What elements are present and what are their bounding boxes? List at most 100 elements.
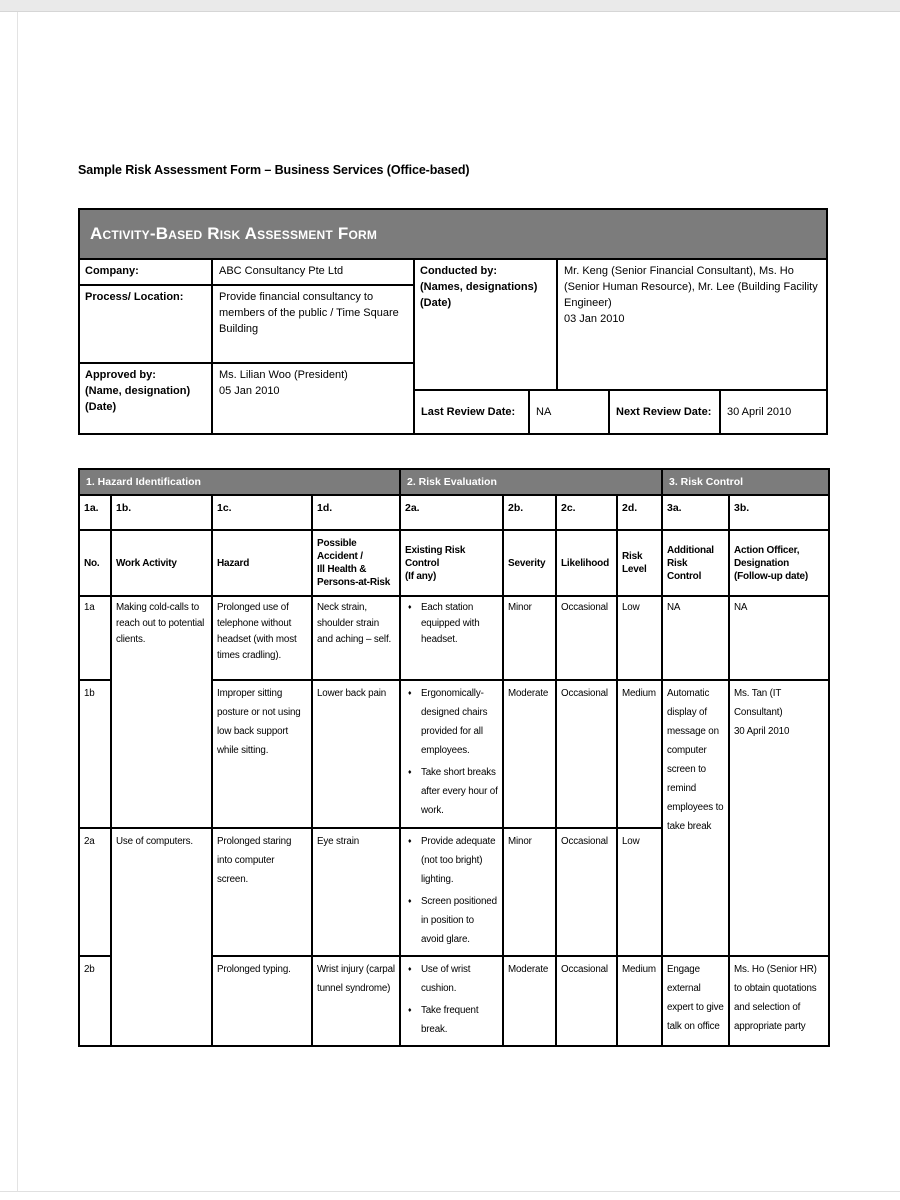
page-frame-top — [0, 0, 900, 12]
company-label: Company: — [80, 260, 213, 284]
cell-existing-risk-control: ♦ Provide adequate (not too bright) light… — [399, 827, 504, 957]
bullet-item: ♦ Use of wrist cushion. — [405, 960, 498, 998]
col-ref-3b: 3b. — [727, 494, 831, 531]
col-ref-2b: 2b. — [502, 494, 557, 531]
bullet-item: ♦ Screen positioned in position to avoid … — [405, 892, 498, 949]
bullet-list: ♦ Use of wrist cushion. ♦ Take frequent bre… — [405, 960, 498, 1039]
col-header-possible-accident: Possible Accident / Ill Health & Persons… — [311, 529, 401, 597]
cell-risk-level: Medium — [616, 955, 663, 1047]
col-header-severity: Severity — [502, 529, 557, 597]
cell-existing-risk-control: ♦ Ergonomically-designed chairs provided … — [399, 679, 504, 829]
section-hazard-identification: 1. Hazard Identification — [78, 468, 401, 496]
page-frame-left — [17, 12, 18, 1192]
cell-hazard: Improper sitting posture or not using lo… — [211, 679, 313, 829]
cell-severity: Moderate — [502, 679, 557, 829]
cell-risk-level: Medium — [616, 679, 663, 829]
document-content: Sample Risk Assessment Form – Business S… — [78, 163, 831, 1047]
process-location-row: Process/ Location: Provide financial con… — [80, 286, 413, 364]
cell-hazard: Prolonged use of telephone without heads… — [211, 595, 313, 681]
cell-no: 1a — [78, 595, 112, 681]
col-ref-1c: 1c. — [211, 494, 313, 531]
section-risk-evaluation: 2. Risk Evaluation — [399, 468, 663, 496]
column-ref-row: 1a. 1b. 1c. 1d. 2a. 2b. 2c. 2d. 3a. 3b. — [78, 494, 831, 531]
bullet-text: Take frequent break. — [421, 1005, 479, 1035]
bullet-list: ♦ Ergonomically-designed chairs provided … — [405, 684, 498, 820]
cell-no: 1b — [78, 679, 112, 829]
table-row-1b: 1b Improper sitting posture or not using… — [78, 679, 831, 957]
table-row-2b: 2b Prolonged typing. Wrist injury (carpa… — [78, 955, 831, 1047]
table-row-2a: 2a Use of computers. Prolonged staring i… — [78, 827, 829, 1047]
bullet-list: ♦ Each station equipped with headset. — [405, 600, 498, 648]
col-header-hazard: Hazard — [211, 529, 313, 597]
bullet-text: Use of wrist cushion. — [421, 964, 471, 994]
cell-likelihood: Occasional — [555, 827, 618, 957]
col-header-action-officer: Action Officer, Designation (Follow-up d… — [727, 529, 831, 597]
conducted-by-row: Conducted by: (Names, designations) (Dat… — [415, 260, 826, 391]
section-risk-control: 3. Risk Control — [660, 468, 831, 496]
bullet-item: ♦ Each station equipped with headset. — [405, 600, 498, 648]
col-ref-1b: 1b. — [110, 494, 213, 531]
diamond-bullet-icon: ♦ — [408, 604, 412, 611]
bullet-item: ♦ Ergonomically-designed chairs provided … — [405, 684, 498, 760]
cell-no: 2a — [78, 827, 112, 957]
cell-existing-risk-control: ♦ Each station equipped with headset. — [399, 595, 504, 681]
review-dates-row: Last Review Date: NA Next Review Date: 3… — [415, 391, 826, 433]
cell-action-officer: Ms. Tan (IT Consultant) 30 April 2010 — [727, 679, 831, 957]
diamond-bullet-icon: ♦ — [408, 966, 412, 973]
col-ref-1a: 1a. — [78, 494, 112, 531]
last-review-date-value: NA — [530, 391, 610, 433]
info-right-section: Conducted by: (Names, designations) (Dat… — [413, 260, 826, 433]
info-left-section: Company: ABC Consultancy Pte Ltd Process… — [80, 260, 413, 433]
conducted-by-label: Conducted by: (Names, designations) (Dat… — [415, 260, 558, 389]
cell-hazard: Prolonged typing. — [211, 955, 313, 1047]
cell-possible-accident: Eye strain — [311, 827, 401, 957]
cell-severity: Minor — [502, 827, 557, 957]
col-ref-3a: 3a. — [661, 494, 730, 531]
cell-likelihood: Occasional — [555, 595, 618, 681]
diamond-bullet-icon: ♦ — [408, 838, 412, 845]
assessment-form-box: Activity-Based Risk Assessment Form Comp… — [78, 208, 828, 435]
col-header-work-activity: Work Activity — [110, 529, 213, 597]
next-review-date-label: Next Review Date: — [610, 391, 721, 433]
cell-additional-risk-control: Engage external expert to give talk on o… — [661, 955, 730, 1047]
bullet-text: Take short breaks after every hour of wo… — [421, 767, 498, 816]
cell-likelihood: Occasional — [555, 955, 618, 1047]
bullet-text: Ergonomically-designed chairs provided f… — [421, 688, 488, 756]
col-header-likelihood: Likelihood — [555, 529, 618, 597]
col-header-risk-level: Risk Level — [616, 529, 663, 597]
process-location-value: Provide financial consultancy to members… — [219, 291, 399, 335]
process-location-label: Process/ Location: — [80, 286, 213, 362]
cell-severity: Moderate — [502, 955, 557, 1047]
cell-action-officer: NA — [727, 595, 831, 681]
document-title: Sample Risk Assessment Form – Business S… — [78, 163, 470, 177]
cell-risk-level: Low — [616, 595, 663, 681]
page-frame-bottom — [0, 1191, 900, 1192]
cell-no: 2b — [78, 955, 112, 1047]
cell-work-activity: Use of computers. — [110, 827, 213, 1047]
cell-possible-accident: Wrist injury (carpal tunnel syndrome) — [311, 955, 401, 1047]
form-info-table: Company: ABC Consultancy Pte Ltd Process… — [80, 260, 826, 433]
table-row-1a: 1a Making cold-calls to reach out to pot… — [78, 595, 831, 829]
col-ref-1d: 1d. — [311, 494, 401, 531]
diamond-bullet-icon: ♦ — [408, 898, 412, 905]
bullet-text: Screen positioned in position to avoid g… — [421, 896, 497, 945]
form-header-bar: Activity-Based Risk Assessment Form — [80, 210, 826, 260]
col-header-additional-risk-control: Additional Risk Control — [661, 529, 730, 597]
cell-hazard: Prolonged staring into computer screen. — [211, 827, 313, 957]
cell-risk-level: Low — [616, 827, 663, 957]
col-ref-2d: 2d. — [616, 494, 663, 531]
cell-possible-accident: Neck strain, shoulder strain and aching … — [311, 595, 401, 681]
approved-by-value: Ms. Lilian Woo (President) 05 Jan 2010 — [219, 369, 348, 397]
approved-by-row: Approved by: (Name, designation) (Date) … — [80, 364, 413, 433]
diamond-bullet-icon: ♦ — [408, 769, 412, 776]
bullet-list: ♦ Provide adequate (not too bright) light… — [405, 832, 498, 949]
cell-severity: Minor — [502, 595, 557, 681]
conducted-by-value: Mr. Keng (Senior Financial Consultant), … — [564, 265, 818, 325]
col-ref-2a: 2a. — [399, 494, 504, 531]
cell-possible-accident: Lower back pain — [311, 679, 401, 829]
approved-by-label: Approved by: (Name, designation) (Date) — [80, 364, 213, 433]
cell-work-activity: Making cold-calls to reach out to potent… — [110, 595, 213, 829]
column-header-row: No. Work Activity Hazard Possible Accide… — [78, 529, 831, 597]
bullet-text: Provide adequate (not too bright) lighti… — [421, 836, 496, 885]
